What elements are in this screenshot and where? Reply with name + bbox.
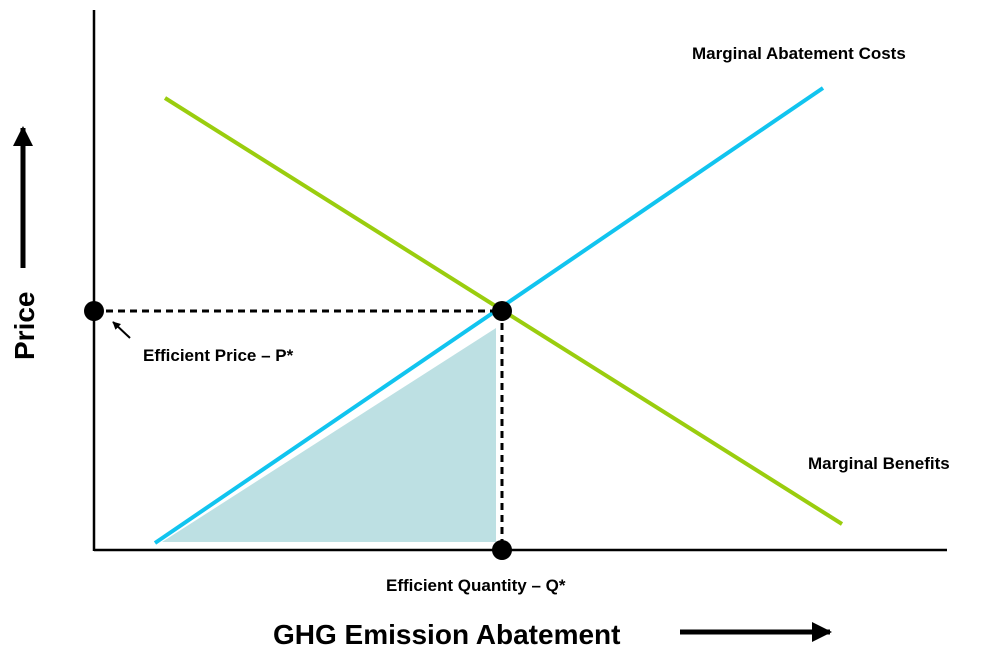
price-marker — [84, 301, 104, 321]
y-axis-title: Price — [9, 291, 40, 361]
marginal-benefits-label: Marginal Benefits — [808, 454, 950, 473]
shaded-area — [162, 328, 496, 542]
x-axis-title: GHG Emission Abatement — [273, 619, 621, 650]
price-pointer-arrow — [112, 321, 131, 339]
efficient-price-label: Efficient Price – P* — [143, 346, 294, 365]
equilibrium-marker — [492, 301, 512, 321]
marginal-abatement-costs-curve — [153, 86, 825, 545]
quantity-marker — [492, 540, 512, 560]
efficient-quantity-label: Efficient Quantity – Q* — [386, 576, 566, 595]
marginal-abatement-costs-label: Marginal Abatement Costs — [692, 44, 906, 63]
